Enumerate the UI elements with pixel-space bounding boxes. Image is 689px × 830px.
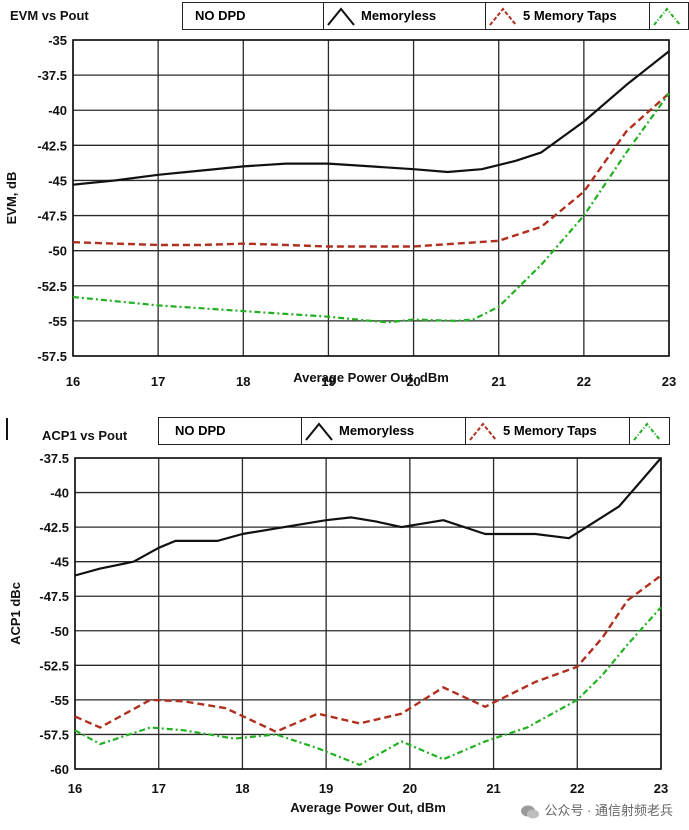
x-tick-label: 18 [235, 781, 249, 796]
acp1-legend: NO DPD Memoryless 5 Memory Taps [158, 417, 670, 445]
y-tick-label: -50 [50, 624, 69, 639]
acp1-chart: 16 17 18 19 20 21 22 23 -37.5 -40 -42.5 -45 -47.5 -50… [8, 451, 668, 815]
legend-icon-memory-taps-2 [469, 422, 497, 441]
x-tick-label: 22 [570, 781, 584, 796]
x-tick-label: 23 [662, 374, 676, 389]
legend-icon-memory-taps [489, 7, 517, 26]
watermark-text: 公众号 · 通信射频老兵 [544, 803, 673, 819]
y-tick-label: -40 [50, 486, 69, 501]
legend-icon-no-dpd-2 [633, 422, 661, 441]
x-tick-label: 22 [577, 374, 591, 389]
series-line-memoryless [72, 50, 670, 186]
y-tick-label: -52.5 [39, 658, 69, 673]
legend-icon-no-dpd [653, 7, 681, 26]
legend-label-memoryless-2: Memoryless [339, 423, 415, 438]
plot-frame [72, 39, 670, 357]
panel-divider [6, 418, 8, 440]
legend-label-no-dpd: NO DPD [195, 8, 246, 23]
series-line-memory-taps [72, 92, 670, 248]
x-tick-label: 16 [66, 374, 80, 389]
x-tick-label: 17 [151, 781, 165, 796]
y-tick-label: -42.5 [39, 520, 69, 535]
x-tick-label: 19 [319, 781, 333, 796]
series-line-green [74, 606, 662, 766]
plot-area [73, 40, 669, 356]
y-tick-label: -50 [48, 244, 67, 259]
x-tick-label: 20 [403, 781, 417, 796]
y-tick-label: -37.5 [37, 68, 67, 83]
y-tick-label: -45 [50, 555, 69, 570]
y-tick-label: -55 [48, 314, 67, 329]
y-tick-label: -55 [50, 693, 69, 708]
y-tick-label: -57.5 [37, 349, 67, 364]
legend-label-no-dpd-2: NO DPD [175, 423, 226, 438]
series-line-green [72, 92, 670, 324]
y-tick-label: -57.5 [39, 727, 69, 742]
legend-label-memory-taps: 5 Memory Taps [523, 8, 617, 23]
watermark: 公众号 · 通信射频老兵 [520, 800, 673, 820]
x-tick-label: 21 [486, 781, 500, 796]
legend-label-memoryless: Memoryless [361, 8, 437, 23]
y-tick-label: -45 [48, 173, 67, 188]
y-tick-label: -52.5 [37, 279, 67, 294]
x-tick-label: 21 [491, 374, 505, 389]
wechat-icon [521, 805, 540, 819]
x-tick-label: 18 [236, 374, 250, 389]
evm-chart: 16 17 18 19 20 21 22 23 -35 -37.5 -40 -42.5 -45 -47.5… [4, 33, 676, 389]
y-tick-label: -35 [48, 33, 67, 48]
x-axis-label: Average Power Out, dBm [290, 800, 446, 815]
plot-area [75, 458, 661, 769]
evm-chart-title: EVM vs Pout [10, 8, 89, 23]
legend-icon-memoryless [327, 7, 355, 26]
plot-frame [74, 457, 662, 770]
y-tick-label: -42.5 [37, 138, 67, 153]
legend-icon-memoryless-2 [305, 422, 333, 441]
x-tick-label: 16 [68, 781, 82, 796]
y-axis-label: EVM, dB [4, 172, 19, 225]
acp1-chart-title: ACP1 vs Pout [42, 428, 128, 443]
y-tick-label: -40 [48, 103, 67, 118]
evm-legend: NO DPD Memoryless 5 Memory Taps [182, 2, 689, 30]
x-tick-label: 19 [321, 374, 335, 389]
series-line-memory-taps [74, 574, 662, 733]
x-tick-label: 17 [151, 374, 165, 389]
y-tick-label: -47.5 [39, 589, 69, 604]
x-axis-label: Average Power Out, dBm [293, 370, 449, 385]
series-line-memoryless [74, 457, 662, 577]
y-tick-label: -37.5 [39, 451, 69, 466]
y-tick-label: -60 [50, 762, 69, 777]
x-tick-label: 23 [654, 781, 668, 796]
x-tick-label: 20 [406, 374, 420, 389]
y-axis-label: ACP1 dBc [8, 582, 23, 645]
legend-label-memory-taps-2: 5 Memory Taps [503, 423, 597, 438]
y-tick-label: -47.5 [37, 209, 67, 224]
